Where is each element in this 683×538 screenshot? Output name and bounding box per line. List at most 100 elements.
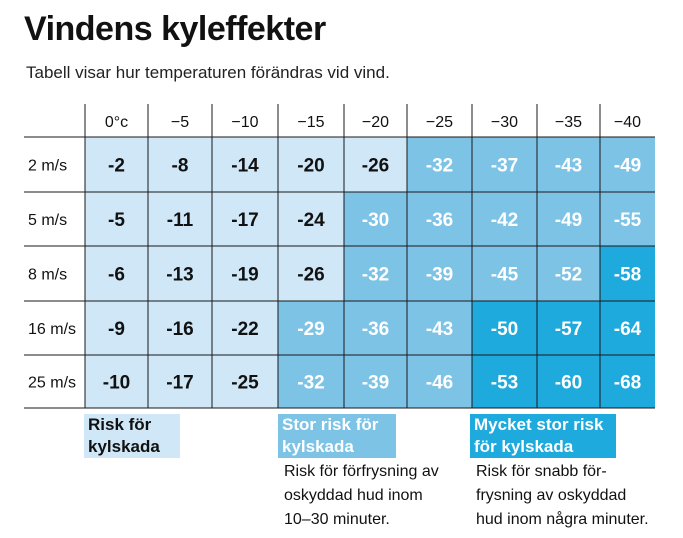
cell-bg: [407, 137, 472, 192]
cell-bg: [212, 301, 278, 355]
chart-title: Vindens kyleffekter: [24, 10, 326, 48]
cell-bg: [600, 355, 655, 408]
legend-risk-label: Risk för kylskada: [84, 414, 180, 458]
column-header: −30: [491, 114, 518, 131]
cell-bg: [407, 301, 472, 355]
cell-value: -45: [491, 265, 519, 286]
cell-value: -43: [426, 319, 453, 340]
cell-value: -53: [491, 373, 518, 394]
cell-bg: [212, 246, 278, 301]
cell-bg: [537, 192, 600, 246]
cell-bg: [600, 246, 655, 301]
cell-bg: [212, 355, 278, 408]
cell-value: -20: [297, 156, 324, 177]
cell-bg: [407, 355, 472, 408]
cell-bg: [407, 192, 472, 246]
cell-bg: [148, 246, 212, 301]
cell-value: -14: [231, 156, 259, 177]
cell-value: -9: [108, 319, 125, 340]
cell-bg: [472, 137, 537, 192]
cell-value: -43: [555, 156, 582, 177]
legend-high-risk-description: Risk för förfrysning av oskyddad hud ino…: [284, 463, 439, 528]
cell-bg: [600, 301, 655, 355]
cell-value: -16: [166, 319, 193, 340]
cell-bg: [278, 246, 344, 301]
cell-bg: [278, 192, 344, 246]
cell-bg: [600, 192, 655, 246]
cell-bg: [472, 355, 537, 408]
cell-value: -64: [614, 319, 642, 340]
cell-value: -22: [231, 319, 258, 340]
cell-value: -39: [362, 373, 389, 394]
cell-value: -36: [362, 319, 389, 340]
cell-value: -17: [231, 210, 258, 231]
cell-value: -46: [426, 373, 453, 394]
column-header: −5: [171, 114, 189, 131]
cell-bg: [472, 301, 537, 355]
cell-value: -30: [362, 210, 389, 231]
cell-value: -5: [108, 210, 125, 231]
cell-bg: [278, 355, 344, 408]
cell-value: -68: [614, 373, 641, 394]
cell-value: -55: [614, 210, 642, 231]
column-header: −10: [231, 114, 258, 131]
cell-value: -29: [297, 319, 324, 340]
row-header: 16 m/s: [28, 321, 76, 338]
cell-bg: [344, 355, 407, 408]
legend-very-high-risk: Mycket stor risk för kylskada Risk för s…: [470, 414, 649, 532]
legend-very-high-risk-description: Risk för snabb för- frysning av oskyddad…: [476, 463, 649, 528]
cell-bg: [537, 246, 600, 301]
cell-value: -32: [297, 373, 324, 394]
cell-value: -6: [108, 265, 125, 286]
cell-value: -32: [426, 156, 453, 177]
cell-value: -32: [362, 265, 389, 286]
cell-bg: [407, 246, 472, 301]
legend-high-risk: Stor risk för kylskada Risk för förfrysn…: [278, 414, 439, 532]
cell-value: -13: [166, 265, 193, 286]
cell-value: -58: [614, 265, 641, 286]
column-header: −35: [555, 114, 582, 131]
cell-bg: [472, 192, 537, 246]
cell-value: -57: [555, 319, 582, 340]
chart-subtitle: Tabell visar hur temperaturen förändras …: [26, 63, 390, 82]
cell-value: -36: [426, 210, 453, 231]
column-header: −40: [614, 114, 641, 131]
cell-bg: [85, 246, 148, 301]
cell-bg: [85, 137, 148, 192]
legend-high-risk-label: Stor risk för kylskada: [278, 414, 396, 458]
cell-bg: [148, 137, 212, 192]
cell-bg: [278, 301, 344, 355]
cell-value: -50: [491, 319, 518, 340]
cell-value: -19: [231, 265, 258, 286]
cell-value: -26: [362, 156, 389, 177]
cell-bg: [148, 192, 212, 246]
column-header: −15: [297, 114, 324, 131]
cell-bg: [85, 192, 148, 246]
cell-value: -11: [167, 210, 194, 231]
cell-bg: [85, 355, 148, 408]
cell-value: -2: [108, 156, 125, 177]
cell-value: -49: [555, 210, 582, 231]
cell-bg: [600, 137, 655, 192]
cell-bg: [344, 192, 407, 246]
cell-value: -37: [491, 156, 518, 177]
cell-bg: [212, 192, 278, 246]
cell-value: -10: [103, 373, 130, 394]
column-header: 0°c: [105, 114, 128, 131]
cell-value: -52: [555, 265, 582, 286]
row-header: 2 m/s: [28, 158, 67, 175]
legend-risk: Risk för kylskada: [84, 414, 180, 458]
cell-bg: [148, 301, 212, 355]
cell-value: -24: [297, 210, 325, 231]
cell-value: -17: [166, 373, 193, 394]
row-header: 8 m/s: [28, 267, 67, 284]
cell-value: -8: [172, 156, 189, 177]
cell-bg: [85, 301, 148, 355]
row-header: 25 m/s: [28, 375, 76, 392]
cell-bg: [344, 301, 407, 355]
cell-bg: [472, 246, 537, 301]
row-header: 5 m/s: [28, 212, 67, 229]
cell-bg: [537, 301, 600, 355]
cell-value: -60: [555, 373, 582, 394]
